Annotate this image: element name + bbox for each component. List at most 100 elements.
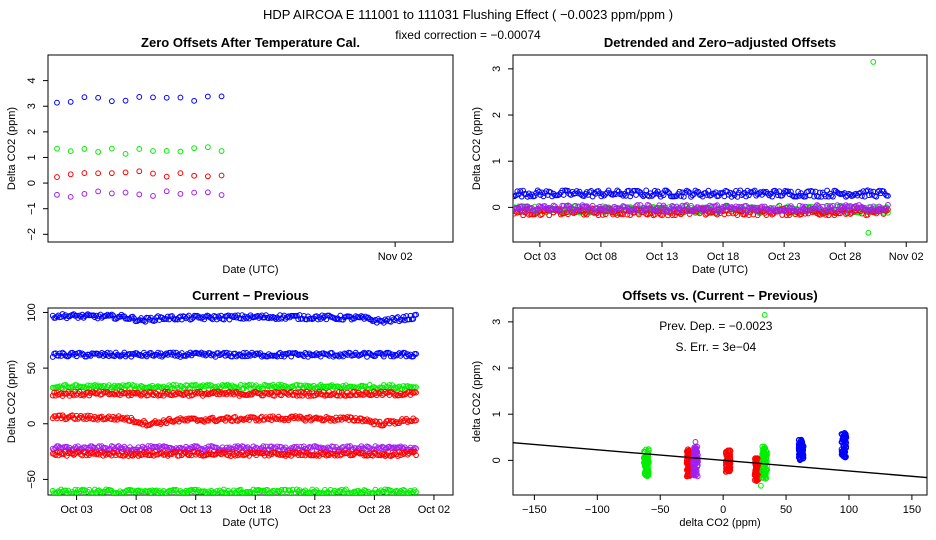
data-point [413,489,419,495]
data-point [630,206,637,213]
data-point [305,393,311,399]
data-point [649,193,655,199]
data-point [883,205,890,212]
data-point [403,313,410,319]
series-purple [0,188,225,200]
x-tick-label: −50 [651,504,670,516]
data-point [799,192,806,199]
data-point [399,316,405,323]
data-point [257,449,264,456]
data-point [572,202,579,209]
data-point [683,467,690,473]
data-point [306,390,313,396]
data-point [205,443,212,450]
data-point [362,418,369,424]
data-point [737,207,744,213]
data-point [256,486,262,493]
data-point [285,313,292,320]
data-point [382,389,389,395]
data-point [127,386,133,392]
outlier-point [757,482,764,489]
data-point [664,188,671,195]
x-tick-label: Oct 23 [299,504,331,516]
x-tick-label: Oct 28 [358,504,390,516]
data-point [798,441,805,448]
data-point [251,414,258,421]
data-point [369,489,376,495]
data-point [108,190,115,197]
data-point [152,317,159,324]
data-point [321,392,328,399]
x-tick-label: 100 [840,504,858,516]
data-point [520,187,527,194]
data-point [222,352,229,359]
data-point [323,414,330,420]
data-point [762,469,769,476]
data-point [170,349,177,356]
data-point [293,392,300,399]
y-axis-label: delta CO2 (ppm) [471,361,483,442]
y-tick-label: 2 [26,129,38,135]
data-point [204,93,211,100]
data-point [150,170,156,177]
data-point [546,212,553,219]
data-point [135,419,142,425]
x-tick-label: Oct 13 [646,251,678,263]
data-point [397,487,404,494]
data-point [299,452,306,459]
data-point [121,452,128,459]
data-point [313,313,320,320]
data-point [406,353,412,359]
data-point [117,383,123,390]
data-point [0,190,5,195]
data-point [190,488,196,495]
data-point [300,389,307,396]
regression-line [513,441,927,479]
data-point [250,486,257,493]
data-point [188,452,195,459]
data-point [108,170,115,177]
data-point [848,209,855,216]
data-point [194,443,201,450]
x-tick-label: Oct 08 [585,251,617,263]
y-tick-label: 3 [491,66,503,72]
data-point [70,452,77,458]
cluster-green [759,443,770,482]
data-point [795,447,802,453]
data-point [842,431,849,438]
data-point [286,415,293,421]
data-point [246,382,253,388]
data-point [809,188,816,195]
data-point [611,203,618,210]
data-point [317,449,324,456]
data-point [104,349,111,356]
data-point [79,350,86,357]
data-point [194,488,201,495]
x-tick-label: Oct 28 [829,251,861,263]
cluster-blue [795,436,807,464]
data-point [411,448,418,455]
data-point [358,415,365,422]
data-point [212,490,219,495]
data-point [159,444,166,451]
x-tick-label: Oct 13 [180,504,212,516]
data-point [760,452,767,458]
y-axis-label: Delta CO2 (ppm) [6,107,18,190]
x-axis-label: delta CO2 (ppm) [679,517,760,529]
data-point [399,350,405,357]
y-tick-label: 100 [26,303,38,321]
data-point [684,446,691,453]
data-point [183,416,189,422]
y-tick-label: −2 [26,228,38,241]
data-point [394,351,401,358]
y-tick-label: 0 [26,180,38,186]
data-point [692,456,699,462]
data-point [628,208,635,214]
data-point [795,441,802,447]
data-point [13,98,18,103]
data-point [317,316,324,322]
x-tick-label: Oct 18 [239,504,271,516]
panel-3: Current − Previous Oct 03 Oct 08 Oct 13 Oct … [6,288,454,529]
data-point [174,353,181,359]
data-point [258,353,265,360]
